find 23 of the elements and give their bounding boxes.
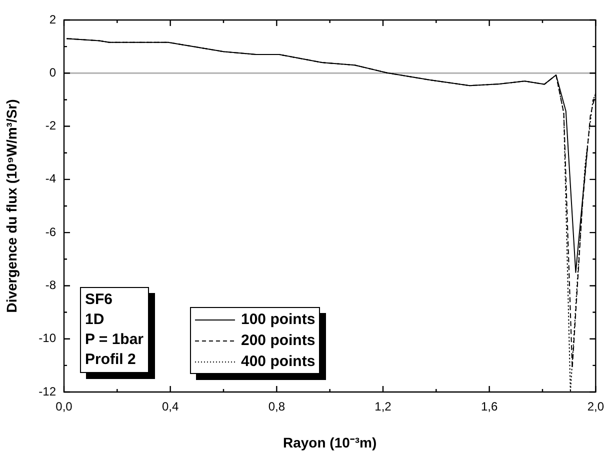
y-tick-label: -2 (45, 118, 56, 133)
annotation: P = 1bar (85, 330, 144, 350)
x-tick-label: 0,4 (162, 400, 179, 414)
x-tick-label: 1,2 (374, 400, 392, 414)
x-tick-label: 2,0 (587, 400, 604, 414)
annotation: SF6 (85, 290, 114, 310)
x-tick-label: 0,0 (56, 400, 73, 414)
legend-label: 200 points (241, 331, 316, 351)
legend-label: 400 points (241, 352, 316, 372)
x-tick-label: 0,8 (268, 400, 286, 414)
annotation: Profil 2 (85, 350, 137, 370)
y-tick-label: -12 (38, 384, 56, 398)
y-tick-label: -8 (45, 278, 56, 292)
y-tick-label: -4 (45, 172, 56, 186)
y-tick-label: -6 (45, 224, 56, 239)
x-tick-label: 1,6 (480, 400, 498, 414)
y-tick-label: 2 (49, 12, 56, 26)
x-axis-title: Rayon (10⁻³m) (282, 434, 377, 450)
y-tick-label: -10 (38, 331, 56, 346)
y-tick-label: 0 (49, 65, 56, 80)
y-axis-title: Divergence du flux (10⁹W/m³/Sr) (3, 99, 20, 313)
legend-label: 100 points (241, 310, 316, 330)
annotation: 1D (85, 310, 106, 330)
